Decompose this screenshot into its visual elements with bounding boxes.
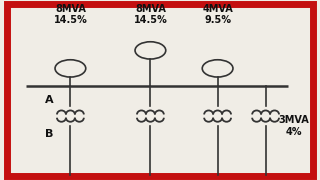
Text: 4MVA
9.5%: 4MVA 9.5%	[202, 4, 233, 25]
Text: B: B	[45, 129, 54, 139]
Text: 3MVA
4%: 3MVA 4%	[278, 115, 309, 137]
Text: 8MVA
14.5%: 8MVA 14.5%	[133, 4, 167, 25]
Text: A: A	[45, 95, 54, 105]
Text: 8MVA
14.5%: 8MVA 14.5%	[53, 4, 87, 25]
